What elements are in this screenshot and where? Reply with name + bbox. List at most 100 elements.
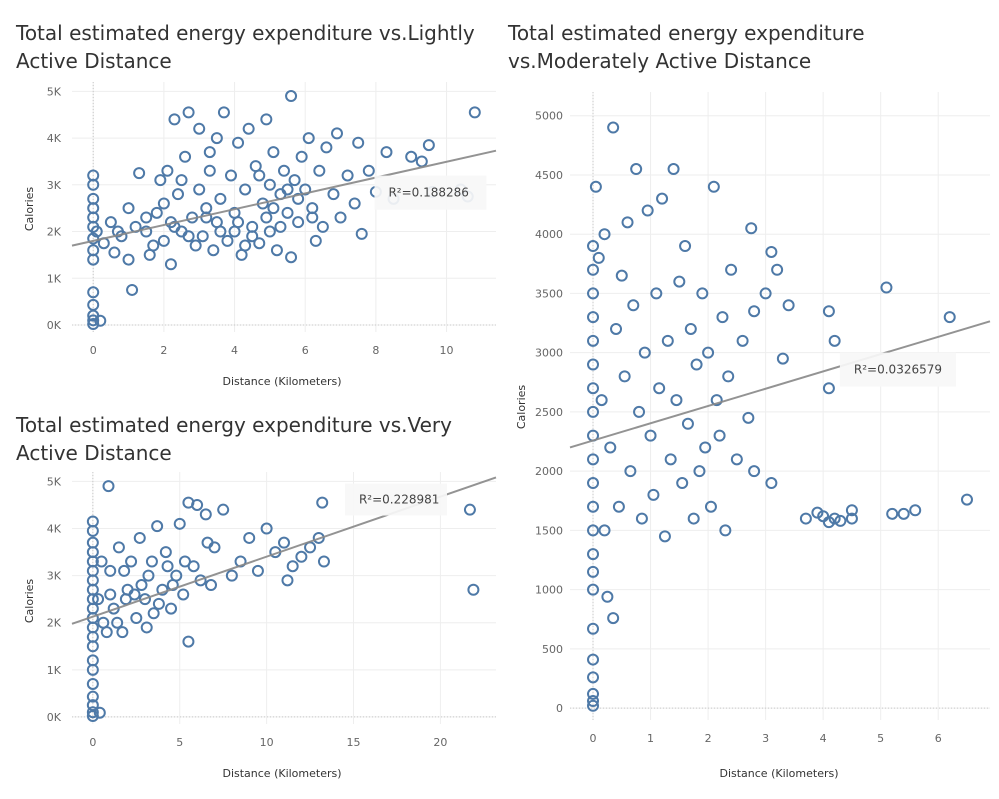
y-tick-label: 3000 (535, 347, 563, 360)
chart-title-moderately-active: Total estimated energy expenditure vs.Mo… (508, 21, 865, 73)
data-point (641, 204, 654, 217)
data-point (681, 417, 694, 430)
data-point (722, 370, 735, 383)
data-point (182, 230, 195, 243)
data-point (352, 136, 365, 149)
data-point (87, 253, 100, 266)
x-axis-label: Distance (Kilometers) (719, 767, 838, 780)
data-point (145, 555, 158, 568)
data-point (217, 503, 230, 516)
data-point (598, 228, 611, 241)
data-point (260, 211, 273, 224)
y-tick-label: 0 (556, 702, 563, 715)
x-tick-label: 0 (89, 736, 96, 749)
data-point (108, 246, 121, 259)
data-point (147, 239, 160, 252)
data-point (93, 706, 106, 719)
data-point (104, 216, 117, 229)
data-point (880, 281, 893, 294)
x-tick-label: 15 (347, 736, 361, 749)
data-point (765, 245, 778, 258)
data-point (618, 370, 631, 383)
data-point (909, 504, 922, 517)
y-tick-label: 1K (47, 664, 62, 677)
data-point (630, 163, 643, 176)
data-point (246, 230, 259, 243)
data-point (759, 287, 772, 300)
data-point (86, 677, 99, 690)
data-point (664, 453, 677, 466)
x-axis-label: Distance (Kilometers) (222, 375, 341, 388)
data-point (607, 612, 620, 625)
data-point (118, 564, 131, 577)
data-point (598, 524, 611, 537)
data-point (86, 663, 99, 676)
data-point (587, 405, 600, 418)
data-point (232, 216, 245, 229)
data-point (104, 588, 117, 601)
data-point (845, 512, 858, 525)
data-point (100, 626, 113, 639)
data-point (610, 322, 623, 335)
data-point (92, 593, 105, 606)
data-point (587, 583, 600, 596)
data-point (196, 230, 209, 243)
data-point (175, 174, 188, 187)
data-point (151, 520, 164, 533)
data-point (468, 106, 481, 119)
data-point (822, 305, 835, 318)
data-point (595, 394, 608, 407)
data-point (327, 188, 340, 201)
x-tick-label: 5 (176, 736, 183, 749)
data-point (696, 287, 709, 300)
r2-label-box (374, 175, 487, 210)
data-point (604, 441, 617, 454)
y-tick-label: 4000 (535, 228, 563, 241)
data-point (191, 498, 204, 511)
data-point (587, 699, 600, 712)
y-tick-label: 3500 (535, 287, 563, 300)
data-point (702, 346, 715, 359)
data-point (725, 263, 738, 276)
x-tick-label: 3 (762, 732, 769, 745)
data-point (86, 515, 99, 528)
data-point (104, 564, 117, 577)
data-point (822, 382, 835, 395)
data-point (278, 164, 290, 177)
data-point (178, 555, 191, 568)
data-point (242, 122, 255, 135)
r2-label-box (344, 483, 447, 516)
data-point (285, 90, 298, 103)
data-point (203, 164, 216, 177)
data-point (193, 122, 206, 135)
data-point (719, 524, 732, 537)
data-point (168, 113, 181, 126)
y-tick-label: 2K (47, 617, 62, 630)
data-point (765, 477, 778, 490)
x-tick-label: 2 (160, 344, 167, 357)
data-point (713, 429, 726, 442)
x-tick-label: 6 (935, 732, 942, 745)
data-point (157, 234, 170, 247)
data-point (621, 216, 634, 229)
data-point (380, 146, 393, 159)
data-point (943, 311, 956, 324)
data-point (822, 516, 835, 529)
data-point (309, 234, 322, 247)
data-point (172, 188, 184, 201)
data-point (135, 579, 148, 592)
data-point (122, 202, 135, 215)
y-tick-label: 1000 (535, 584, 563, 597)
data-point (159, 546, 172, 559)
data-point (730, 453, 743, 466)
data-point (177, 588, 190, 601)
data-point (834, 514, 847, 527)
data-point (587, 671, 600, 684)
data-point (587, 524, 600, 537)
x-tick-label: 0 (90, 344, 97, 357)
data-point (587, 453, 600, 466)
data-point (267, 202, 280, 215)
data-point (341, 169, 354, 182)
data-point (736, 334, 749, 347)
